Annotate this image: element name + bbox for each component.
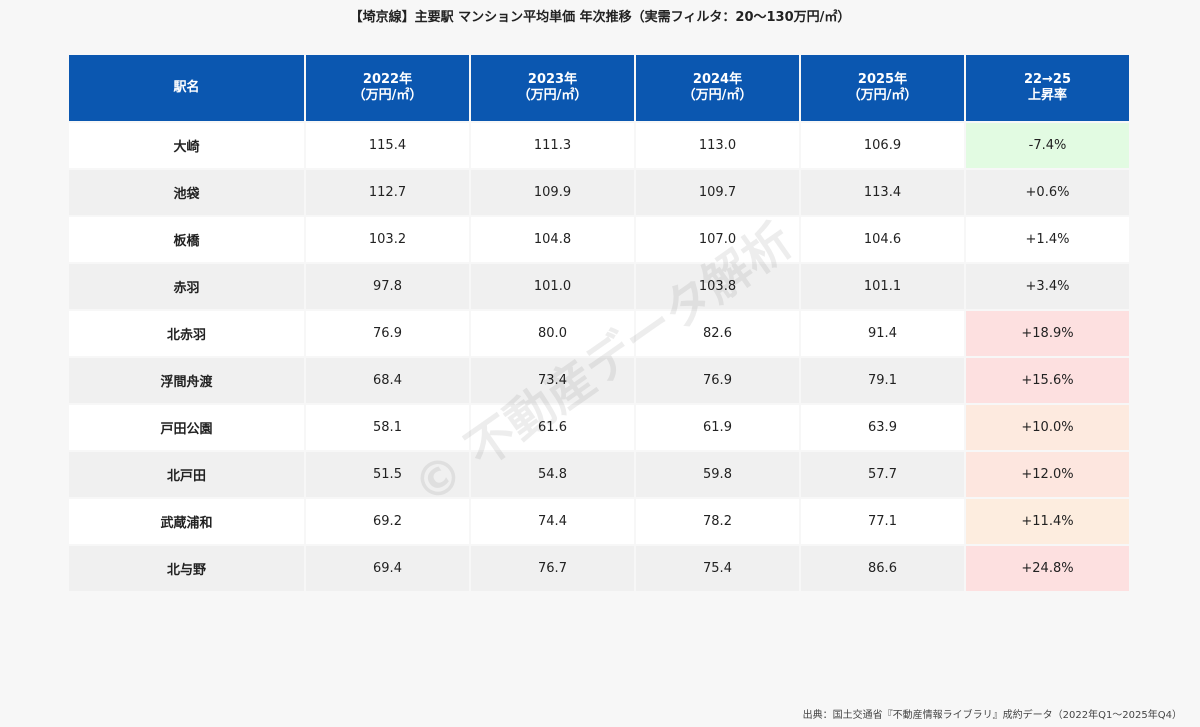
station-cell: 北赤羽 (69, 311, 304, 356)
rate-cell: +24.8% (966, 546, 1129, 591)
header-line: 2023年 (527, 72, 578, 87)
station-cell: 北与野 (69, 546, 304, 591)
station-cell: 池袋 (69, 170, 304, 215)
header-line: （万円/㎡） (517, 88, 588, 103)
value-cell: 63.9 (801, 405, 964, 450)
station-cell: 武蔵浦和 (69, 499, 304, 544)
value-cell: 111.3 (471, 123, 634, 168)
value-cell: 109.7 (636, 170, 799, 215)
value-cell: 59.8 (636, 452, 799, 497)
header-line: 2024年 (692, 72, 743, 87)
value-cell: 77.1 (801, 499, 964, 544)
value-cell: 109.9 (471, 170, 634, 215)
station-cell: 戸田公園 (69, 405, 304, 450)
value-cell: 76.7 (471, 546, 634, 591)
value-cell: 86.6 (801, 546, 964, 591)
value-cell: 101.1 (801, 264, 964, 309)
table-row: 池袋 112.7 109.9 109.7 113.4 +0.6% (69, 170, 1129, 215)
value-cell: 112.7 (306, 170, 469, 215)
value-cell: 75.4 (636, 546, 799, 591)
value-cell: 78.2 (636, 499, 799, 544)
rate-cell: +18.9% (966, 311, 1129, 356)
value-cell: 101.0 (471, 264, 634, 309)
table-row: 北与野 69.4 76.7 75.4 86.6 +24.8% (69, 546, 1129, 591)
rate-cell: +11.4% (966, 499, 1129, 544)
table-row: 浮間舟渡 68.4 73.4 76.9 79.1 +15.6% (69, 358, 1129, 403)
value-cell: 76.9 (306, 311, 469, 356)
table-row: 大崎 115.4 111.3 113.0 106.9 -7.4% (69, 123, 1129, 168)
value-cell: 69.4 (306, 546, 469, 591)
value-cell: 80.0 (471, 311, 634, 356)
rate-cell: +0.6% (966, 170, 1129, 215)
source: 出典：国土交通省『不動産情報ライブラリ』成約データ（2022年Q1〜2025年Q… (802, 710, 1182, 721)
table-row: 板橋 103.2 104.8 107.0 104.6 +1.4% (69, 217, 1129, 262)
value-cell: 74.4 (471, 499, 634, 544)
rate-cell: -7.4% (966, 123, 1129, 168)
station-cell: 北戸田 (69, 452, 304, 497)
value-cell: 103.2 (306, 217, 469, 262)
rate-cell: +3.4% (966, 264, 1129, 309)
header-line: 駅名 (173, 80, 200, 95)
value-cell: 76.9 (636, 358, 799, 403)
header-line: 上昇率 (1027, 88, 1067, 103)
value-cell: 104.8 (471, 217, 634, 262)
table-body: 大崎 115.4 111.3 113.0 106.9 -7.4% 池袋 112.7 109.9 1… (69, 123, 1129, 591)
header-row: 駅名 2022年 （万円/㎡） 2023年 （万円/㎡） 2024年 （万円/㎡） 2025年… (69, 55, 1129, 121)
station-cell: 浮間舟渡 (69, 358, 304, 403)
column-header: 22→25 上昇率 (966, 55, 1129, 121)
station-cell: 赤羽 (69, 264, 304, 309)
value-cell: 113.4 (801, 170, 964, 215)
rate-cell: +10.0% (966, 405, 1129, 450)
header-line: 2022年 (362, 72, 413, 87)
value-cell: 113.0 (636, 123, 799, 168)
value-cell: 106.9 (801, 123, 964, 168)
value-cell: 82.6 (636, 311, 799, 356)
rate-cell: +12.0% (966, 452, 1129, 497)
value-cell: 79.1 (801, 358, 964, 403)
header-line: （万円/㎡） (847, 88, 918, 103)
value-cell: 115.4 (306, 123, 469, 168)
station-cell: 大崎 (69, 123, 304, 168)
title: 【埼京線】主要駅 マンション平均単価 年次推移（実需フィルタ：20〜130万円/… (349, 10, 851, 25)
rate-cell: +15.6% (966, 358, 1129, 403)
column-header: 駅名 (69, 55, 304, 121)
table-row: 武蔵浦和 69.2 74.4 78.2 77.1 +11.4% (69, 499, 1129, 544)
header-line: （万円/㎡） (682, 88, 753, 103)
value-cell: 73.4 (471, 358, 634, 403)
value-cell: 58.1 (306, 405, 469, 450)
header-line: （万円/㎡） (352, 88, 423, 103)
station-cell: 板橋 (69, 217, 304, 262)
table-row: 北赤羽 76.9 80.0 82.6 91.4 +18.9% (69, 311, 1129, 356)
column-header: 2025年 （万円/㎡） (801, 55, 964, 121)
value-cell: 61.9 (636, 405, 799, 450)
table: 駅名 2022年 （万円/㎡） 2023年 （万円/㎡） 2024年 （万円/㎡） 2025年… (67, 53, 1131, 593)
value-cell: 91.4 (801, 311, 964, 356)
value-cell: 103.8 (636, 264, 799, 309)
value-cell: 97.8 (306, 264, 469, 309)
header-line: 2025年 (857, 72, 908, 87)
table-row: 戸田公園 58.1 61.6 61.9 63.9 +10.0% (69, 405, 1129, 450)
value-cell: 104.6 (801, 217, 964, 262)
column-header: 2022年 （万円/㎡） (306, 55, 469, 121)
value-cell: 61.6 (471, 405, 634, 450)
table-row: 赤羽 97.8 101.0 103.8 101.1 +3.4% (69, 264, 1129, 309)
value-cell: 57.7 (801, 452, 964, 497)
column-header: 2023年 （万円/㎡） (471, 55, 634, 121)
value-cell: 54.8 (471, 452, 634, 497)
rate-cell: +1.4% (966, 217, 1129, 262)
value-cell: 68.4 (306, 358, 469, 403)
value-cell: 107.0 (636, 217, 799, 262)
column-header: 2024年 （万円/㎡） (636, 55, 799, 121)
value-cell: 51.5 (306, 452, 469, 497)
value-cell: 69.2 (306, 499, 469, 544)
table-row: 北戸田 51.5 54.8 59.8 57.7 +12.0% (69, 452, 1129, 497)
header-line: 22→25 (1023, 72, 1072, 87)
